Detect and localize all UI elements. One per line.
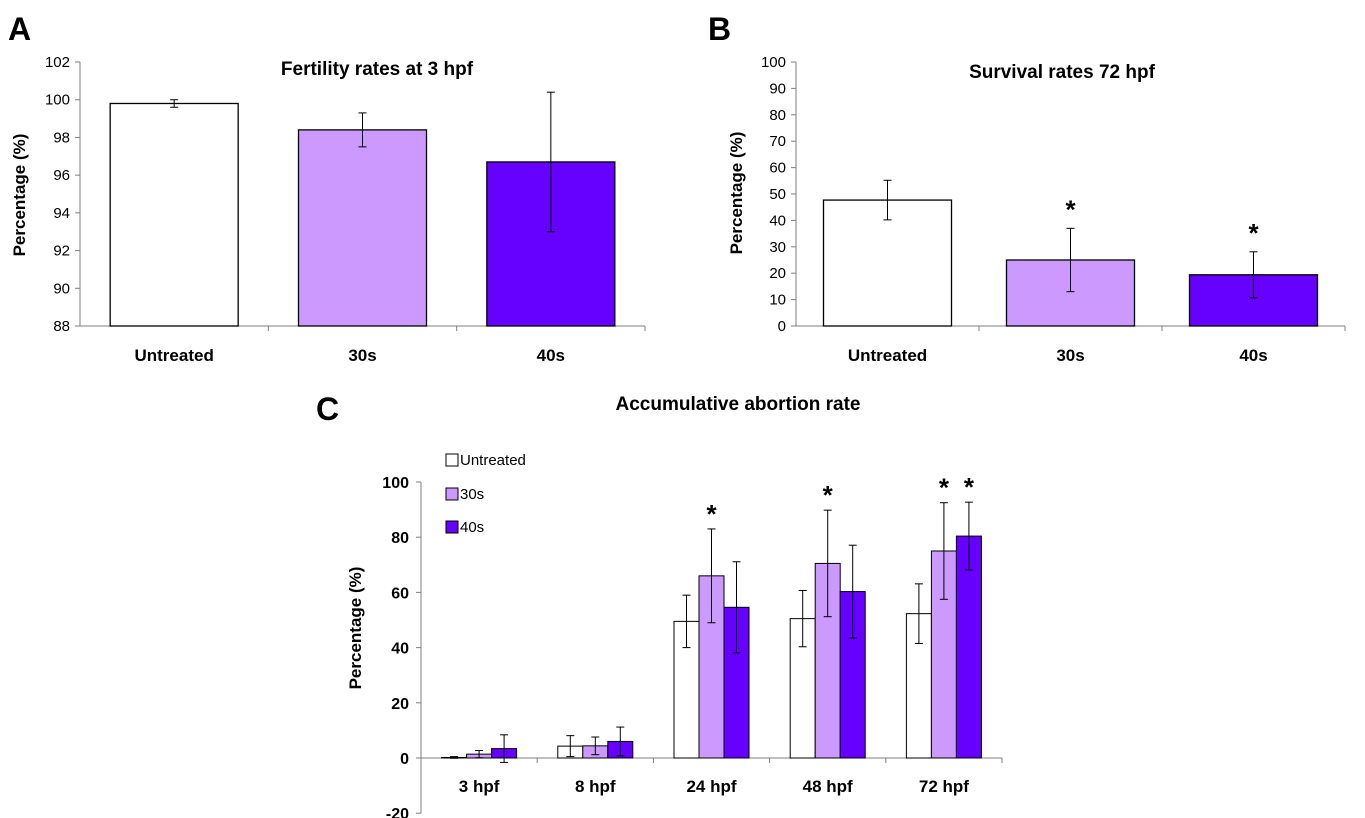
bar xyxy=(955,535,982,759)
significance-star: * xyxy=(823,480,834,510)
y-tick-label: 100 xyxy=(45,92,70,109)
y-tick-label: 90 xyxy=(769,80,786,97)
y-tick-label: 70 xyxy=(769,133,786,150)
y-tick-label: 30 xyxy=(769,239,786,256)
panel-label-a: A xyxy=(8,11,31,47)
legend-swatch-untreated xyxy=(445,453,459,467)
y-tick-label: -20 xyxy=(386,806,409,818)
chart-c-legend: Untreated 30s 40s xyxy=(445,452,526,536)
category-label: 30s xyxy=(348,346,376,365)
y-tick-label: 50 xyxy=(769,186,786,203)
legend-label-40s: 40s xyxy=(460,519,484,536)
y-tick-label: 0 xyxy=(778,318,786,335)
y-tick-label: 98 xyxy=(53,129,70,146)
bar xyxy=(297,129,428,327)
category-label: 8 hpf xyxy=(575,777,616,796)
chart-c-ylabel: Percentage (%) xyxy=(346,567,365,690)
y-tick-label: 96 xyxy=(53,167,70,184)
category-label: 24 hpf xyxy=(686,777,736,796)
panel-label-b: B xyxy=(708,11,731,47)
category-label: 40s xyxy=(1239,346,1267,365)
panel-label-c: C xyxy=(316,391,339,427)
significance-star: * xyxy=(706,499,717,529)
category-label: 72 hpf xyxy=(919,777,969,796)
chart-a-title: Fertility rates at 3 hpf xyxy=(281,59,474,80)
y-tick-label: 102 xyxy=(45,54,70,71)
y-tick-label: 40 xyxy=(391,641,409,658)
y-tick-label: 80 xyxy=(391,530,409,547)
chart-c-title: Accumulative abortion rate xyxy=(616,394,861,415)
y-tick-label: 60 xyxy=(769,160,786,177)
chart-b-ylabel: Percentage (%) xyxy=(727,132,746,255)
legend-label-untreated: Untreated xyxy=(460,452,526,469)
legend-swatch-40s xyxy=(445,520,459,534)
y-tick-label: 0 xyxy=(400,751,409,768)
significance-star: * xyxy=(939,473,950,503)
significance-star: * xyxy=(1248,218,1259,248)
chart-b-title: Survival rates 72 hpf xyxy=(969,62,1156,83)
y-tick-label: 60 xyxy=(391,585,409,602)
significance-star: * xyxy=(964,472,975,502)
bar xyxy=(822,199,953,327)
category-label: 3 hpf xyxy=(459,777,500,796)
y-tick-label: 20 xyxy=(769,265,786,282)
bar xyxy=(109,102,239,327)
chart-a-ylabel: Percentage (%) xyxy=(10,134,29,257)
y-tick-label: 94 xyxy=(53,205,70,222)
significance-star: * xyxy=(1065,194,1076,224)
legend-label-30s: 30s xyxy=(460,486,484,503)
y-tick-label: 100 xyxy=(761,54,786,71)
y-tick-label: 100 xyxy=(382,475,409,492)
y-tick-label: 92 xyxy=(53,243,70,260)
y-tick-label: 40 xyxy=(769,212,786,229)
category-label: 48 hpf xyxy=(803,777,853,796)
y-tick-label: 10 xyxy=(769,292,786,309)
category-label: 40s xyxy=(537,346,565,365)
y-tick-label: 20 xyxy=(391,696,409,713)
y-tick-label: 90 xyxy=(53,280,70,297)
category-label: Untreated xyxy=(848,346,927,365)
y-tick-label: 80 xyxy=(769,107,786,124)
legend-swatch-30s xyxy=(445,487,459,501)
category-label: Untreated xyxy=(134,346,213,365)
category-label: 30s xyxy=(1056,346,1084,365)
y-tick-label: 88 xyxy=(53,318,70,335)
